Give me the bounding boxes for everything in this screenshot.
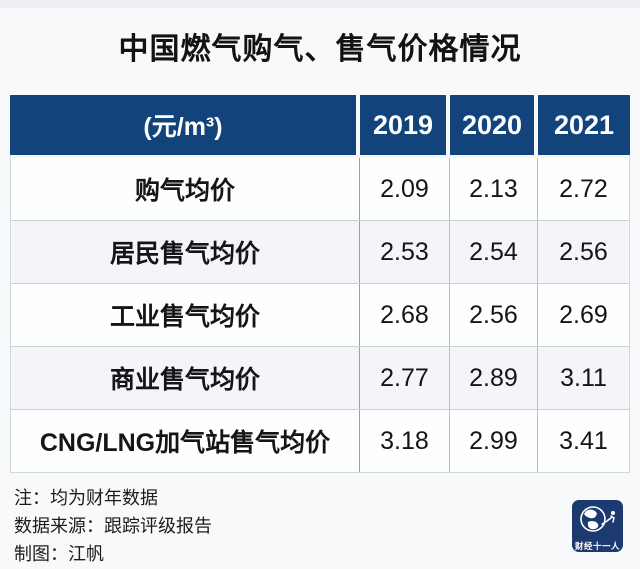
logo-label: 财经十一人: [574, 541, 620, 551]
price-table: (元/m³) 2019 2020 2021 购气均价 2.09 2.13 2.7…: [10, 95, 630, 473]
globe-runner-icon: [576, 504, 619, 541]
value-cell-2021: 2.56: [537, 221, 629, 283]
note-line-data-scope: 注：均为财年数据: [14, 488, 158, 508]
value-cell-2019: 2.68: [359, 284, 449, 346]
value-cell-2020: 2.54: [449, 221, 537, 283]
caijing-logo-badge: 财经十一人: [572, 500, 623, 552]
value-cell-2019: 3.18: [359, 410, 449, 472]
value-cell-2021: 2.72: [537, 158, 629, 220]
value-cell-2020: 2.56: [449, 284, 537, 346]
footnotes: 注：均为财年数据 数据来源：跟踪评级报告 制图：江帆: [14, 484, 212, 568]
row-label: CNG/LNG加气站售气均价: [39, 429, 331, 457]
table-row-industrial-price: 工业售气均价 2.68 2.56 2.69: [11, 283, 629, 346]
table-row-cng-lng-station-price: CNG/LNG加气站售气均价 3.18 2.99 3.41: [11, 409, 629, 472]
table-header-row: (元/m³) 2019 2020 2021: [10, 95, 630, 155]
row-label: 工业售气均价: [109, 303, 260, 331]
table-row-commercial-price: 商业售气均价 2.77 2.89 3.11: [11, 346, 629, 409]
value-cell-2020: 2.99: [449, 410, 537, 472]
table-row-residential-price: 居民售气均价 2.53 2.54 2.56: [11, 220, 629, 283]
value-cell-2019: 2.77: [359, 347, 449, 409]
year-header-2021: 2021: [538, 95, 630, 155]
row-label: 购气均价: [134, 177, 235, 205]
value-cell-2019: 2.53: [359, 221, 449, 283]
year-header-2020: 2020: [450, 95, 534, 155]
note-line-author: 制图：江帆: [14, 544, 104, 564]
table-row-purchase-price: 购气均价 2.09 2.13 2.72: [11, 158, 629, 220]
value-cell-2021: 3.11: [537, 347, 629, 409]
top-margin-strip: [0, 0, 640, 8]
value-cell-2020: 2.13: [449, 158, 537, 220]
note-line-data-source: 数据来源：跟踪评级报告: [14, 516, 212, 536]
row-label: 商业售气均价: [109, 366, 260, 394]
year-header-2019: 2019: [360, 95, 446, 155]
value-cell-2021: 2.69: [537, 284, 629, 346]
table-body: 购气均价 2.09 2.13 2.72 居民售气均价 2.53 2.54 2.5…: [10, 155, 630, 473]
value-cell-2019: 2.09: [359, 158, 449, 220]
value-cell-2021: 3.41: [537, 410, 629, 472]
unit-header-cell: (元/m³): [10, 95, 356, 155]
value-cell-2020: 2.89: [449, 347, 537, 409]
page-title: 中国燃气购气、售气价格情况: [118, 33, 522, 66]
row-label: 居民售气均价: [109, 240, 260, 268]
